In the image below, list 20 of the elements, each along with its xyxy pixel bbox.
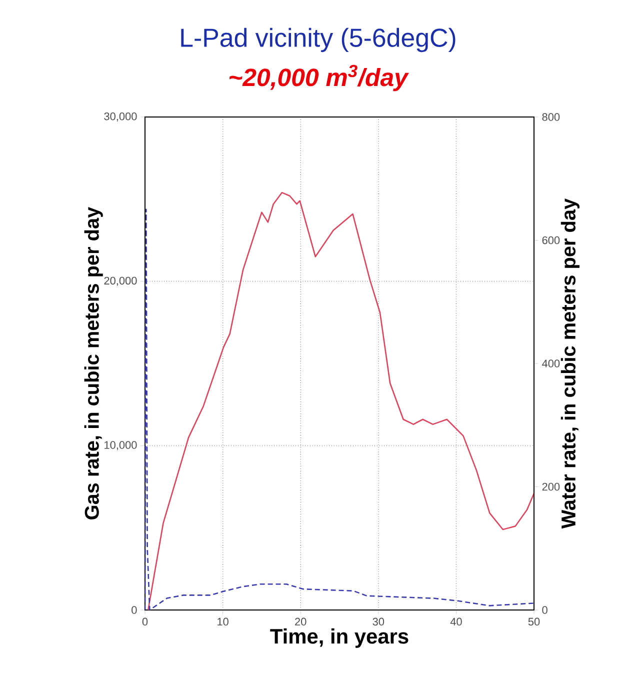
y2-tick-label: 0 [542,606,548,614]
y2-axis-title: Water rate, in cubic meters per day [560,198,580,529]
y-axis-title: Gas rate, in cubic meters per day [84,206,103,520]
x-tick-label: 0 [142,618,148,626]
chart-subtitle: ~20,000 m$^{3}$/day [230,64,409,92]
x-axis-title: Time, in years [270,628,408,648]
y2-tick-label: 200 [542,482,560,491]
x-tick-label: 30 [372,618,384,626]
y2-tick-label: 600 [542,236,560,244]
y-tick-label: 30,000 [104,112,137,122]
x-tick-label: 50 [528,618,540,626]
y2-tick-label: 400 [542,360,560,368]
x-tick-label: 20 [295,618,306,626]
y-tick-label: 10,000 [104,441,137,450]
chart-title: L-Pad vicinity (5-6degC) [181,28,456,52]
y-tick-label: 0 [132,606,137,614]
y-tick-label: 20,000 [104,276,137,286]
x-tick-label: 10 [218,618,228,626]
y2-tick-label: 800 [542,113,560,121]
x-tick-label: 40 [450,618,462,626]
